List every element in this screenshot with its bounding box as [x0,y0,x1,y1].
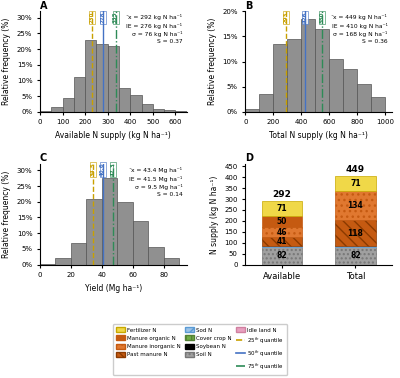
Text: 230: 230 [89,12,94,23]
Legend: Fertilizer N, Manure organic N, Manure inorganic N, Past manure N, Sod N, Cover : Fertilizer N, Manure organic N, Manure i… [113,324,287,375]
Text: 71: 71 [277,204,287,213]
Bar [153,109,164,112]
Text: 449: 449 [346,165,365,174]
Bar [164,110,175,112]
Text: 426: 426 [302,12,307,23]
Text: 82: 82 [277,251,287,260]
Bar [51,107,62,112]
Bar [301,19,315,112]
Text: A: A [40,0,48,11]
Bar [56,258,71,265]
Text: 71: 71 [350,179,361,188]
Bar [357,84,371,112]
Bar [245,109,259,112]
Text: 278: 278 [100,12,105,23]
Text: 50: 50 [277,217,287,226]
Bar [335,220,376,246]
X-axis label: Yield (Mg ha⁻¹): Yield (Mg ha⁻¹) [85,284,142,293]
Bar [117,202,133,265]
Bar [62,98,74,112]
Bar [71,243,86,265]
Bar [74,77,85,112]
Bar [133,221,148,265]
Text: C: C [40,153,47,163]
Y-axis label: Relative frequency (%): Relative frequency (%) [208,18,216,105]
Bar [262,237,302,246]
Bar [40,111,51,112]
Bar [262,201,302,216]
Text: 134: 134 [348,201,363,210]
Bar [108,46,119,112]
Bar [119,88,130,112]
Bar [371,97,385,112]
Bar [262,216,302,227]
Text: B: B [245,0,253,11]
Text: D: D [245,153,253,163]
Text: 335: 335 [113,12,118,23]
Bar [86,199,102,265]
X-axis label: Available N supply (kg N ha⁻¹): Available N supply (kg N ha⁻¹) [56,131,171,140]
Bar [315,29,329,112]
Bar [85,40,96,112]
Bar [130,94,142,112]
Text: 47.3: 47.3 [110,163,116,176]
Text: 118: 118 [347,229,363,238]
Text: ̄x = 43.4 Mg ha⁻¹
IE = 41.5 Mg ha⁻¹
σ = 9.5 Mg ha⁻¹
S = 0.14: ̄x = 43.4 Mg ha⁻¹ IE = 41.5 Mg ha⁻¹ σ = … [129,167,182,197]
Bar [259,94,273,112]
Bar [148,247,164,265]
Bar [335,247,376,265]
Text: ̄x = 449 kg N ha⁻¹
IE = 410 kg N ha⁻¹
σ = 168 kg N ha⁻¹
S = 0.36: ̄x = 449 kg N ha⁻¹ IE = 410 kg N ha⁻¹ σ … [332,14,388,44]
Text: 34.5: 34.5 [91,163,96,176]
Text: 550: 550 [320,12,325,23]
Text: 82: 82 [350,251,361,260]
Text: ̄x = 292 kg N ha⁻¹
IE = 276 kg N ha⁻¹
σ = 76 kg N ha⁻¹
S = 0.37: ̄x = 292 kg N ha⁻¹ IE = 276 kg N ha⁻¹ σ … [126,14,182,44]
Text: 40.6: 40.6 [100,163,105,176]
Bar [343,69,357,112]
Bar [287,39,301,112]
Y-axis label: Relative frequency (%): Relative frequency (%) [2,18,11,105]
Bar [164,258,179,265]
Bar [40,264,56,265]
Bar [262,227,302,237]
Y-axis label: N supply (kg N ha⁻¹): N supply (kg N ha⁻¹) [210,175,219,254]
Bar [102,178,117,265]
Bar [329,59,343,112]
Bar [262,247,302,265]
Bar [335,176,376,191]
Text: 41: 41 [277,237,287,246]
Y-axis label: Relative frequency (%): Relative frequency (%) [2,170,11,258]
Text: 46: 46 [277,228,287,237]
Text: 293: 293 [284,12,289,23]
Bar [335,246,376,247]
Bar [175,111,187,112]
Bar [96,44,108,112]
Bar [335,191,376,220]
Bar [262,246,302,247]
X-axis label: Total N supply (kg N ha⁻¹): Total N supply (kg N ha⁻¹) [269,131,368,140]
Text: 292: 292 [272,191,292,200]
Bar [142,104,153,112]
Bar [273,44,287,112]
